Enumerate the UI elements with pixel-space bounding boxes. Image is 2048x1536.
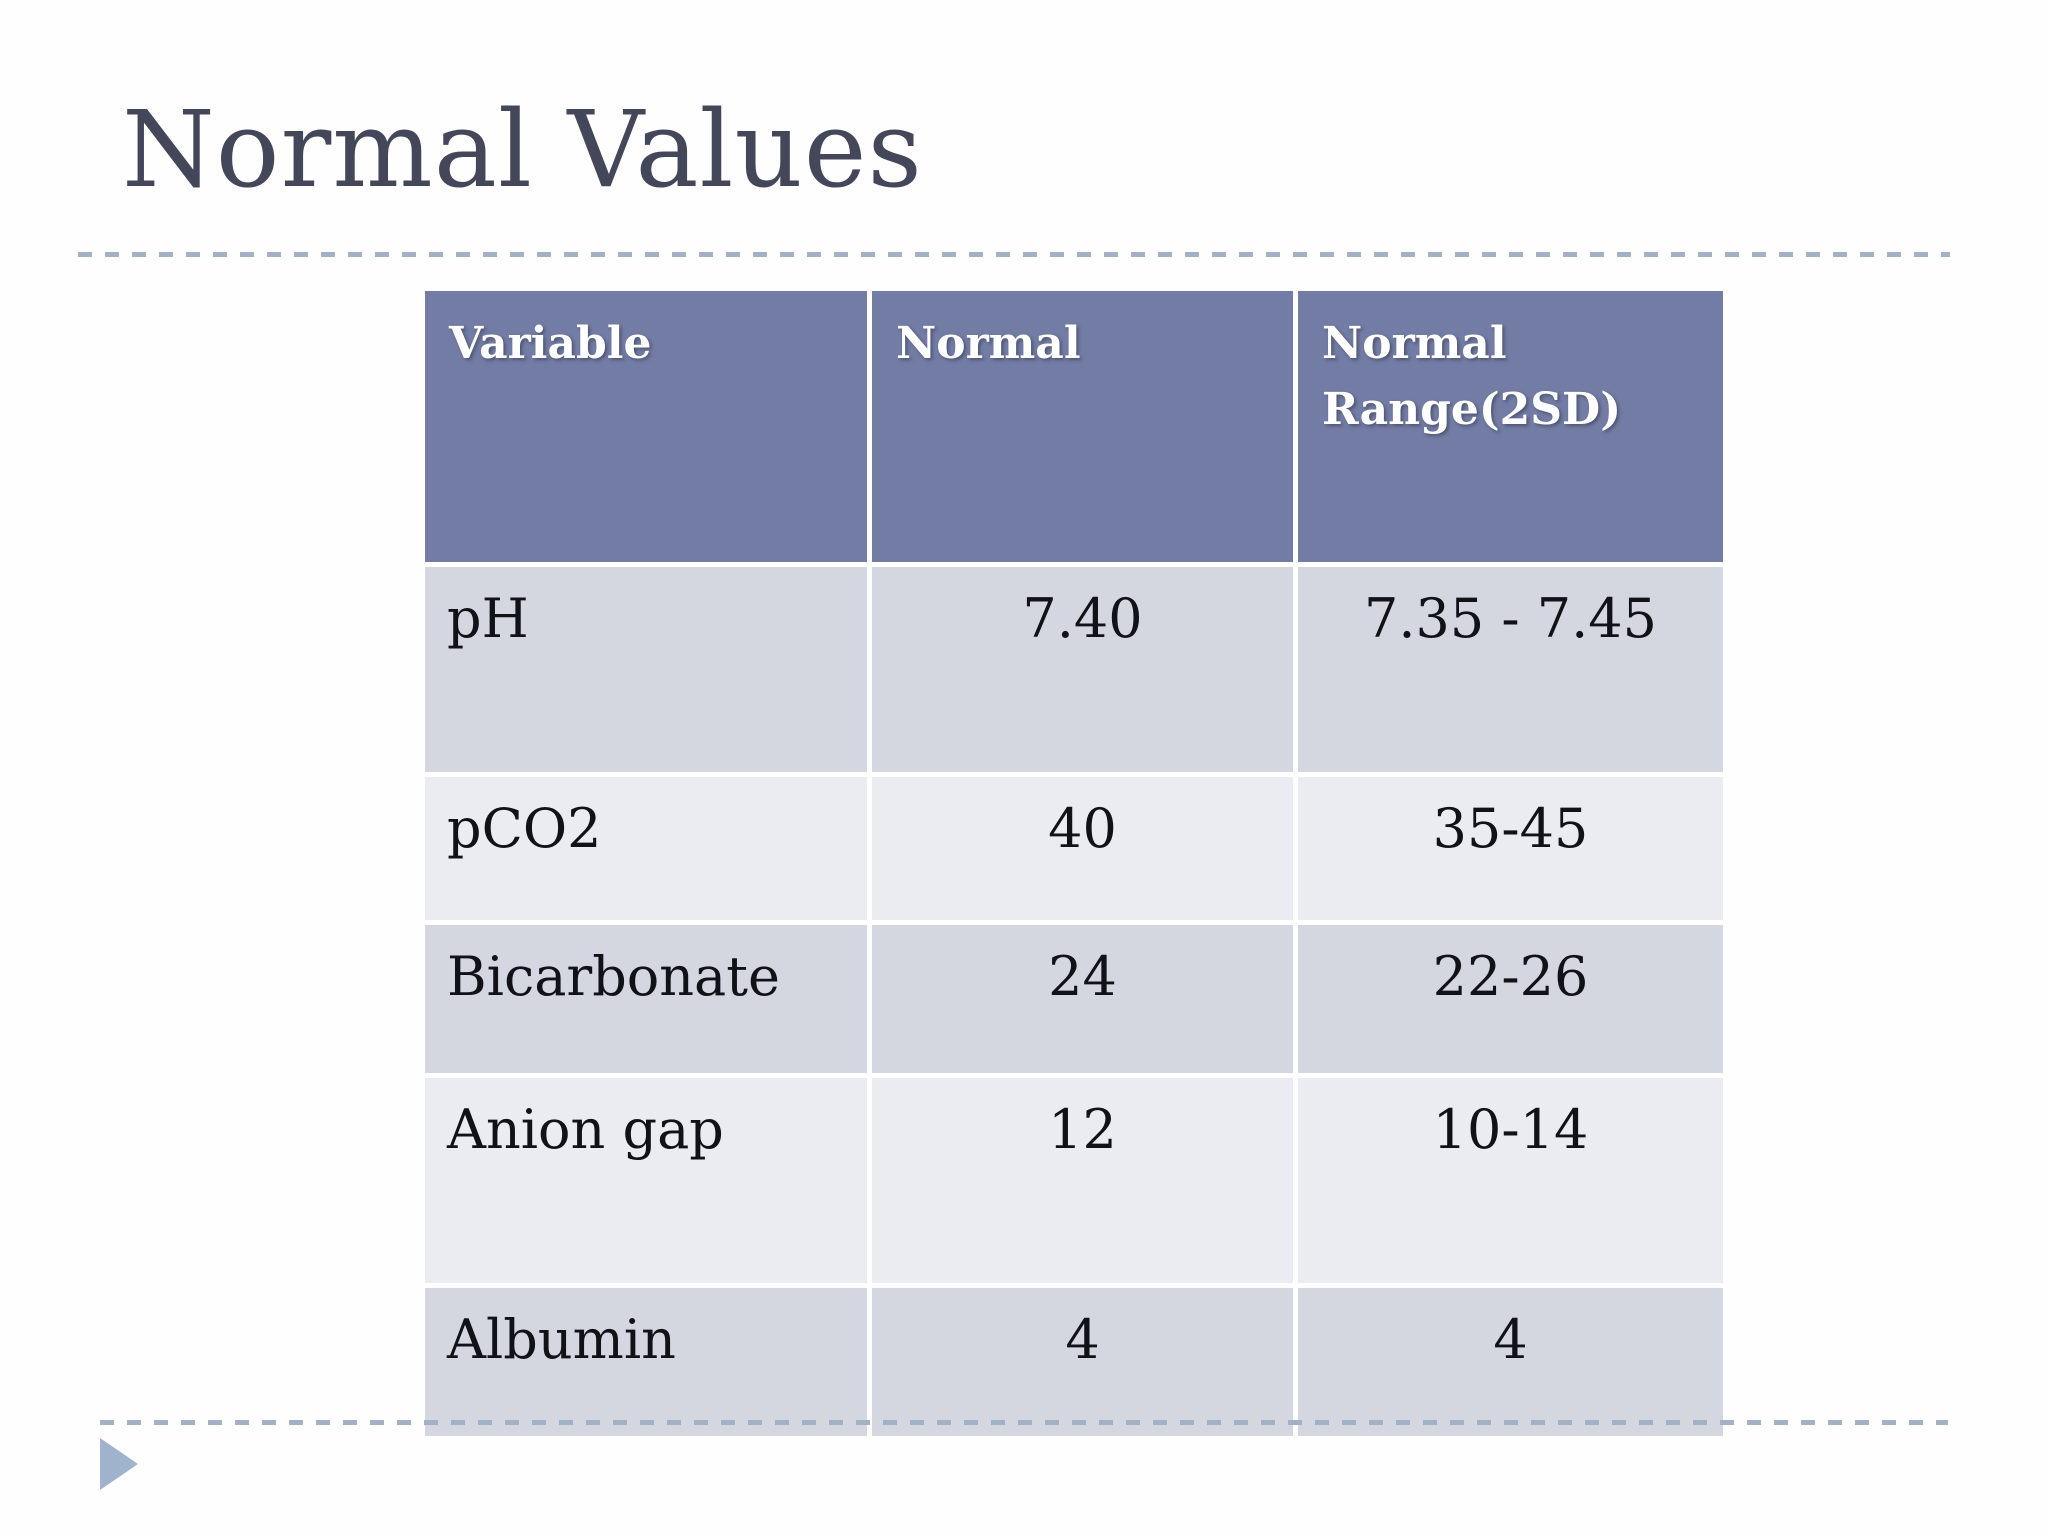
cell-normal: 40 <box>872 777 1293 920</box>
cell-variable: Albumin <box>425 1288 867 1436</box>
cell-normal: 7.40 <box>872 567 1293 772</box>
title-underline-divider <box>78 252 1950 257</box>
cell-range: 35-45 <box>1298 777 1723 920</box>
arrow-right-icon <box>100 1438 138 1490</box>
normal-values-table: Variable Normal Normal Range(2SD) pH 7.4… <box>425 291 1723 1436</box>
cell-normal: 4 <box>872 1288 1293 1436</box>
cell-normal: 12 <box>872 1078 1293 1283</box>
header-cell-normal: Normal <box>872 291 1293 562</box>
cell-range: 7.35 - 7.45 <box>1298 567 1723 772</box>
header-cell-variable: Variable <box>425 291 867 562</box>
cell-range: 10-14 <box>1298 1078 1723 1283</box>
footer-divider <box>100 1420 1948 1425</box>
cell-variable: pH <box>425 567 867 772</box>
cell-variable: Anion gap <box>425 1078 867 1283</box>
cell-range: 4 <box>1298 1288 1723 1436</box>
cell-variable: Bicarbonate <box>425 925 867 1073</box>
cell-variable: pCO2 <box>425 777 867 920</box>
header-cell-normal-range: Normal Range(2SD) <box>1298 291 1723 562</box>
page-title: Normal Values <box>122 88 923 211</box>
cell-range: 22-26 <box>1298 925 1723 1073</box>
cell-normal: 24 <box>872 925 1293 1073</box>
